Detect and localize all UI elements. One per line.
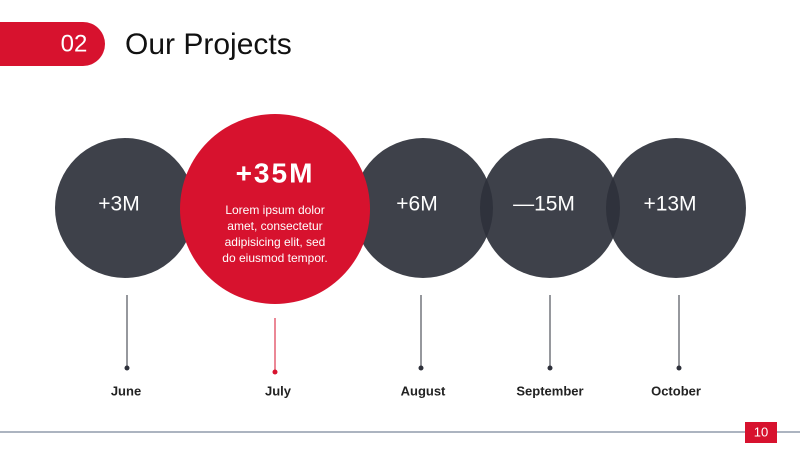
month-label: September xyxy=(516,383,583,398)
timeline-dot xyxy=(547,365,553,371)
timeline-dot xyxy=(272,369,278,375)
highlight-description: do eiusmod tempor. xyxy=(222,251,327,265)
page-number-box xyxy=(745,422,777,443)
highlight-description: amet, consectetur xyxy=(227,219,322,233)
highlight-description: adipisicing elit, sed xyxy=(225,235,326,249)
highlight-circle xyxy=(180,114,370,304)
timeline-dot xyxy=(676,365,682,371)
section-number: 02 xyxy=(61,30,88,57)
month-label: August xyxy=(401,383,446,398)
month-label: July xyxy=(265,383,292,398)
section-tab xyxy=(0,22,105,66)
project-value: +6M xyxy=(396,193,437,216)
project-value: —15M xyxy=(513,193,575,216)
timeline-dot xyxy=(418,365,424,371)
project-circle xyxy=(480,138,620,278)
project-circle xyxy=(606,138,746,278)
project-value: +3M xyxy=(98,193,139,216)
month-label: October xyxy=(651,383,701,398)
project-value: +13M xyxy=(643,193,696,216)
project-circle xyxy=(353,138,493,278)
highlight-description: Lorem ipsum dolor xyxy=(225,203,324,217)
timeline: +3M +6M —15M +13M +35M Lorem ipsum dolor amet,… xyxy=(55,114,746,398)
month-label: June xyxy=(111,383,141,398)
highlight-value: +35M xyxy=(236,157,315,188)
page-number: 10 xyxy=(754,424,768,439)
project-circle xyxy=(55,138,195,278)
slide-title: Our Projects xyxy=(125,28,292,61)
timeline-dot xyxy=(124,365,130,371)
